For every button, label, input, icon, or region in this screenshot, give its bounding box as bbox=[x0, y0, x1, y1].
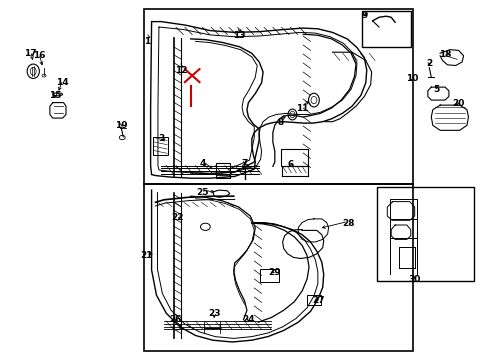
Text: 6: 6 bbox=[287, 161, 293, 169]
Text: 12: 12 bbox=[174, 66, 187, 75]
Text: 14: 14 bbox=[56, 77, 69, 86]
Bar bbox=[144, 184, 412, 351]
Text: 17: 17 bbox=[24, 49, 37, 58]
Text: 9: 9 bbox=[360, 10, 367, 19]
Circle shape bbox=[173, 324, 181, 330]
Text: 25: 25 bbox=[196, 188, 209, 197]
Circle shape bbox=[200, 223, 210, 230]
Ellipse shape bbox=[310, 96, 316, 104]
Circle shape bbox=[119, 135, 125, 140]
Text: 24: 24 bbox=[242, 315, 254, 324]
Ellipse shape bbox=[308, 93, 319, 107]
Text: 8: 8 bbox=[277, 118, 283, 127]
Text: 21: 21 bbox=[140, 251, 153, 260]
Text: 7: 7 bbox=[241, 159, 247, 168]
Ellipse shape bbox=[287, 109, 296, 120]
Bar bbox=[152, 137, 168, 155]
Text: 18: 18 bbox=[438, 50, 451, 59]
Ellipse shape bbox=[289, 111, 294, 118]
Text: 30: 30 bbox=[407, 275, 420, 284]
Text: 5: 5 bbox=[433, 85, 439, 94]
Text: 28: 28 bbox=[341, 219, 354, 228]
Bar bbox=[144, 9, 412, 184]
Bar bbox=[216, 163, 229, 178]
Text: 3: 3 bbox=[158, 134, 164, 143]
Ellipse shape bbox=[53, 93, 62, 96]
Ellipse shape bbox=[27, 64, 39, 78]
Text: 19: 19 bbox=[115, 121, 127, 130]
Text: 4: 4 bbox=[199, 159, 206, 168]
Bar bbox=[361, 11, 410, 47]
Bar bbox=[376, 187, 473, 281]
Ellipse shape bbox=[30, 67, 36, 75]
Text: 26: 26 bbox=[168, 315, 181, 324]
Text: 1: 1 bbox=[143, 37, 149, 46]
Circle shape bbox=[242, 164, 248, 168]
Bar bbox=[260, 269, 278, 282]
Text: 11: 11 bbox=[295, 104, 308, 112]
Text: 22: 22 bbox=[171, 213, 183, 222]
Text: 20: 20 bbox=[451, 99, 464, 108]
Text: 15: 15 bbox=[49, 91, 61, 100]
Bar bbox=[281, 149, 307, 166]
Text: 23: 23 bbox=[207, 309, 220, 318]
Text: 13: 13 bbox=[233, 31, 245, 40]
Text: 10: 10 bbox=[405, 74, 418, 83]
Text: 2: 2 bbox=[426, 58, 431, 68]
Text: 27: 27 bbox=[312, 296, 325, 305]
Text: 16: 16 bbox=[33, 51, 45, 60]
Circle shape bbox=[42, 74, 46, 77]
Bar bbox=[306, 295, 320, 305]
Text: 29: 29 bbox=[268, 269, 281, 277]
